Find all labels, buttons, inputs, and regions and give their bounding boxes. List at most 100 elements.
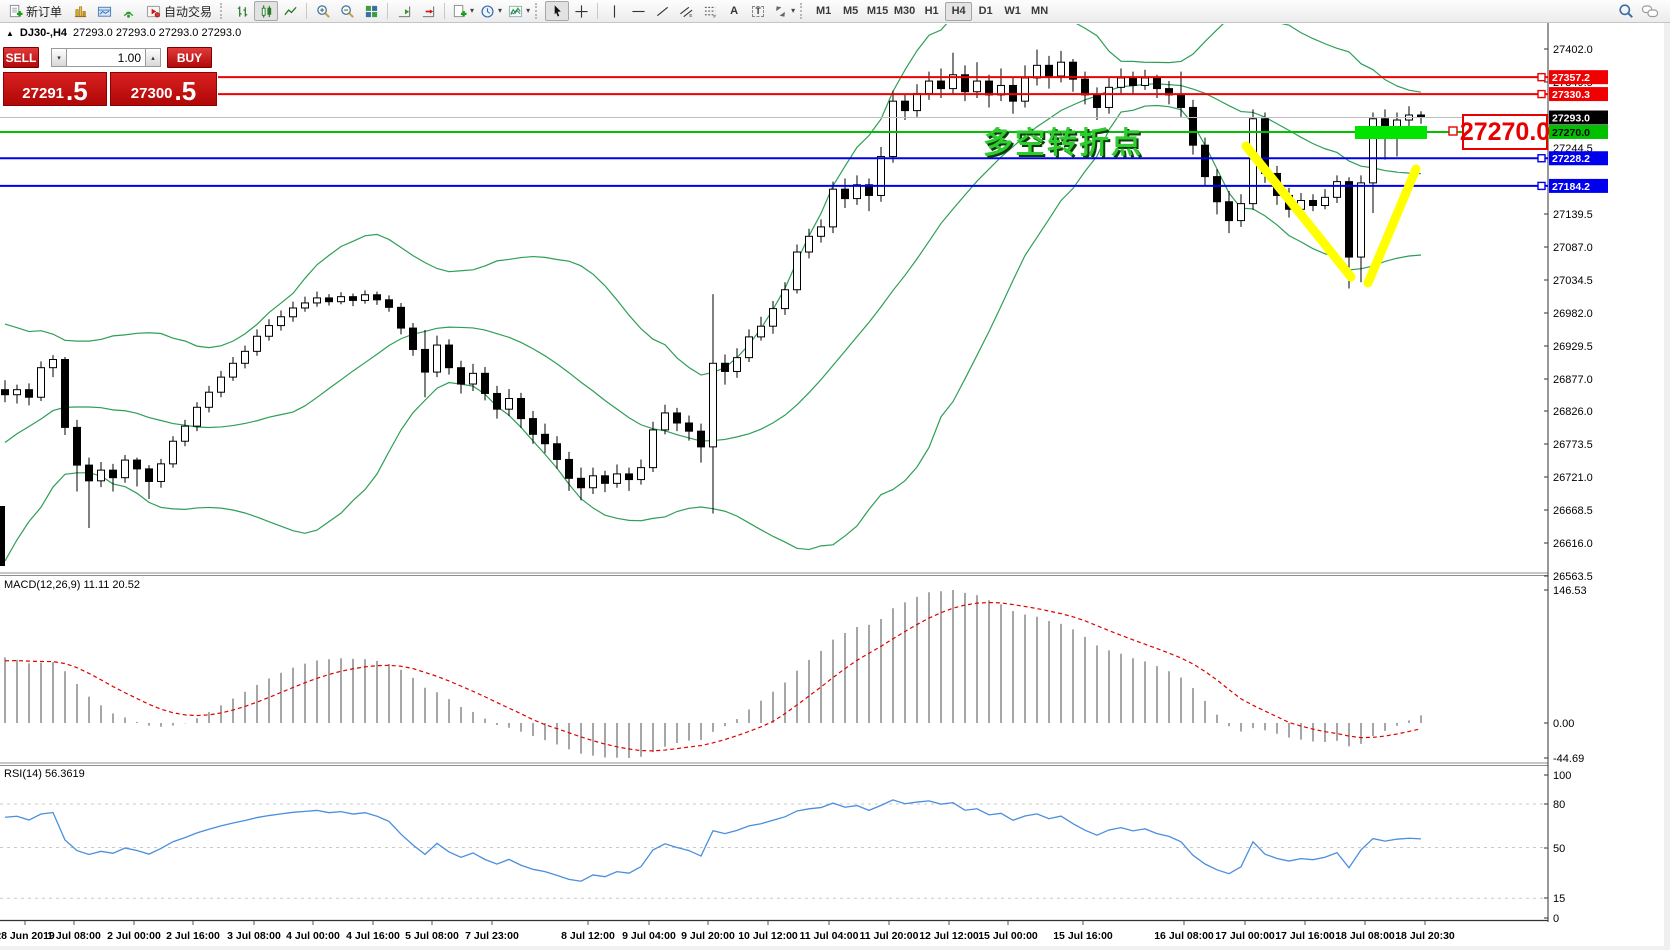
timeframe-M1[interactable]: M1 <box>810 2 837 21</box>
collapse-icon[interactable]: ▲ <box>6 28 14 38</box>
templates-button[interactable]: ▾ <box>449 1 477 21</box>
volume-increase-button[interactable]: ▴ <box>145 48 161 67</box>
bear-candle <box>1225 201 1233 222</box>
svg-text:4 Jul 00:00: 4 Jul 00:00 <box>286 930 340 942</box>
price-axis[interactable]: 27402.027349.527244.527139.527087.027034… <box>1544 44 1608 583</box>
tile-windows-button[interactable] <box>359 1 383 21</box>
line-chart-button[interactable] <box>278 1 302 21</box>
macd-axis[interactable]: 146.53 0.00 -44.69 <box>1544 585 1587 765</box>
rsi-axis[interactable]: 100 80 50 15 0 <box>1544 770 1571 925</box>
green-highlight-rect[interactable] <box>1355 126 1427 139</box>
bull-candle <box>277 316 285 327</box>
trendline-icon <box>656 6 668 16</box>
timeframe-D1[interactable]: D1 <box>972 2 999 21</box>
timeframe-toolbar: M1 M5 M15 M30 H1 H4 D1 W1 MN <box>810 1 1053 21</box>
profiles-icon <box>97 6 111 17</box>
macd-histogram <box>4 590 1422 758</box>
text-button[interactable]: A <box>722 1 746 21</box>
bar-chart-icon <box>237 5 247 17</box>
bar-chart-button[interactable] <box>230 1 254 21</box>
bull-candle <box>1141 77 1149 86</box>
svg-text:26982.0: 26982.0 <box>1553 308 1593 320</box>
svg-text:17 Jul 00:00: 17 Jul 00:00 <box>1215 930 1275 942</box>
yellow-trendline[interactable] <box>1241 141 1356 282</box>
caret-down-icon: ▾ <box>470 6 475 15</box>
horizontal-line-button[interactable] <box>626 1 650 21</box>
bear-candle <box>565 458 573 479</box>
timeframe-M5[interactable]: M5 <box>837 2 864 21</box>
text-icon: A <box>730 4 739 17</box>
svg-text:16 Jul 08:00: 16 Jul 08:00 <box>1154 930 1214 942</box>
equidistant-channel-button[interactable]: E <box>674 1 698 21</box>
timeframe-M30[interactable]: M30 <box>891 2 918 21</box>
bull-candle <box>709 362 717 448</box>
svg-text:18 Jul 20:30: 18 Jul 20:30 <box>1395 930 1455 942</box>
auto-scroll-button[interactable] <box>392 1 416 21</box>
fibonacci-button[interactable]: F <box>698 1 722 21</box>
svg-text:9 Jul 20:00: 9 Jul 20:00 <box>681 930 735 942</box>
sell-button[interactable]: SELL <box>3 47 39 68</box>
svg-text:7 Jul 23:00: 7 Jul 23:00 <box>465 930 519 942</box>
bull-candle <box>1321 196 1329 207</box>
timeframe-W1[interactable]: W1 <box>999 2 1026 21</box>
bull-candle <box>661 412 669 431</box>
crosshair-button[interactable] <box>569 1 593 21</box>
vertical-line-button[interactable] <box>602 1 626 21</box>
svg-text:27034.5: 27034.5 <box>1553 275 1593 287</box>
new-order-button[interactable]: 新订单 <box>2 1 68 21</box>
new-order-label: 新订单 <box>26 4 63 19</box>
zoom-in-button[interactable] <box>311 1 335 21</box>
buy-button[interactable]: BUY <box>167 47 212 68</box>
caret-down-icon: ▾ <box>498 6 503 15</box>
candlestick-chart-button[interactable] <box>254 1 279 21</box>
bull-candle <box>613 473 621 484</box>
buy-price[interactable]: 27300 .5 <box>110 72 217 106</box>
arrows-button[interactable]: ▾ <box>770 1 798 21</box>
signals-button[interactable] <box>116 1 140 21</box>
volume-input[interactable] <box>67 48 145 67</box>
bull-candle <box>829 188 837 228</box>
toolbar-grip <box>535 3 541 19</box>
toolbar-separator <box>597 3 599 19</box>
timeframe-H4[interactable]: H4 <box>945 1 973 21</box>
search-button[interactable] <box>1614 1 1638 21</box>
svg-text:26773.5: 26773.5 <box>1553 439 1593 451</box>
timeframe-H1[interactable]: H1 <box>918 2 945 21</box>
sell-price[interactable]: 27291 .5 <box>3 72 107 106</box>
zoom-out-icon <box>340 4 354 18</box>
chat-button[interactable] <box>1638 1 1662 21</box>
auto-trading-button[interactable]: 自动交易 <box>140 1 218 21</box>
text-label-button[interactable]: T <box>746 1 770 21</box>
new-chart-button[interactable] <box>68 1 92 21</box>
bull-candle <box>313 297 321 304</box>
bull-candle <box>301 302 309 309</box>
timeframe-MN[interactable]: MN <box>1026 2 1053 21</box>
timeframe-M15[interactable]: M15 <box>864 2 891 21</box>
bear-candle <box>961 74 969 93</box>
horizontal-lines[interactable] <box>0 72 1548 191</box>
volume-decrease-button[interactable]: ▾ <box>51 48 67 67</box>
profiles-button[interactable] <box>92 1 116 21</box>
trendline-button[interactable] <box>650 1 674 21</box>
svg-text:27402.0: 27402.0 <box>1553 44 1593 56</box>
periods-button[interactable]: ▾ <box>477 1 505 21</box>
indicators-button[interactable]: ▾ <box>505 1 533 21</box>
svg-text:4 Jul 16:00: 4 Jul 16:00 <box>346 930 400 942</box>
zoom-out-button[interactable] <box>335 1 359 21</box>
price-callout-box: 27270.0 <box>1460 114 1550 150</box>
auto-trading-icon <box>146 5 161 17</box>
cursor-button[interactable] <box>545 1 570 21</box>
buy-price-frac: .5 <box>174 76 197 106</box>
yellow-trendline[interactable] <box>1363 164 1421 288</box>
chart-shift-button[interactable] <box>416 1 440 21</box>
bull-candle <box>433 344 441 373</box>
svg-text:3 Jul 08:00: 3 Jul 08:00 <box>227 930 281 942</box>
bull-candle <box>337 296 345 303</box>
bear-candle <box>529 418 537 435</box>
hline-anchor <box>1537 181 1546 191</box>
toolbar-separator <box>387 3 389 19</box>
bull-candle <box>1369 118 1377 184</box>
symbol-period-label: DJ30-,H4 <box>19 27 67 39</box>
